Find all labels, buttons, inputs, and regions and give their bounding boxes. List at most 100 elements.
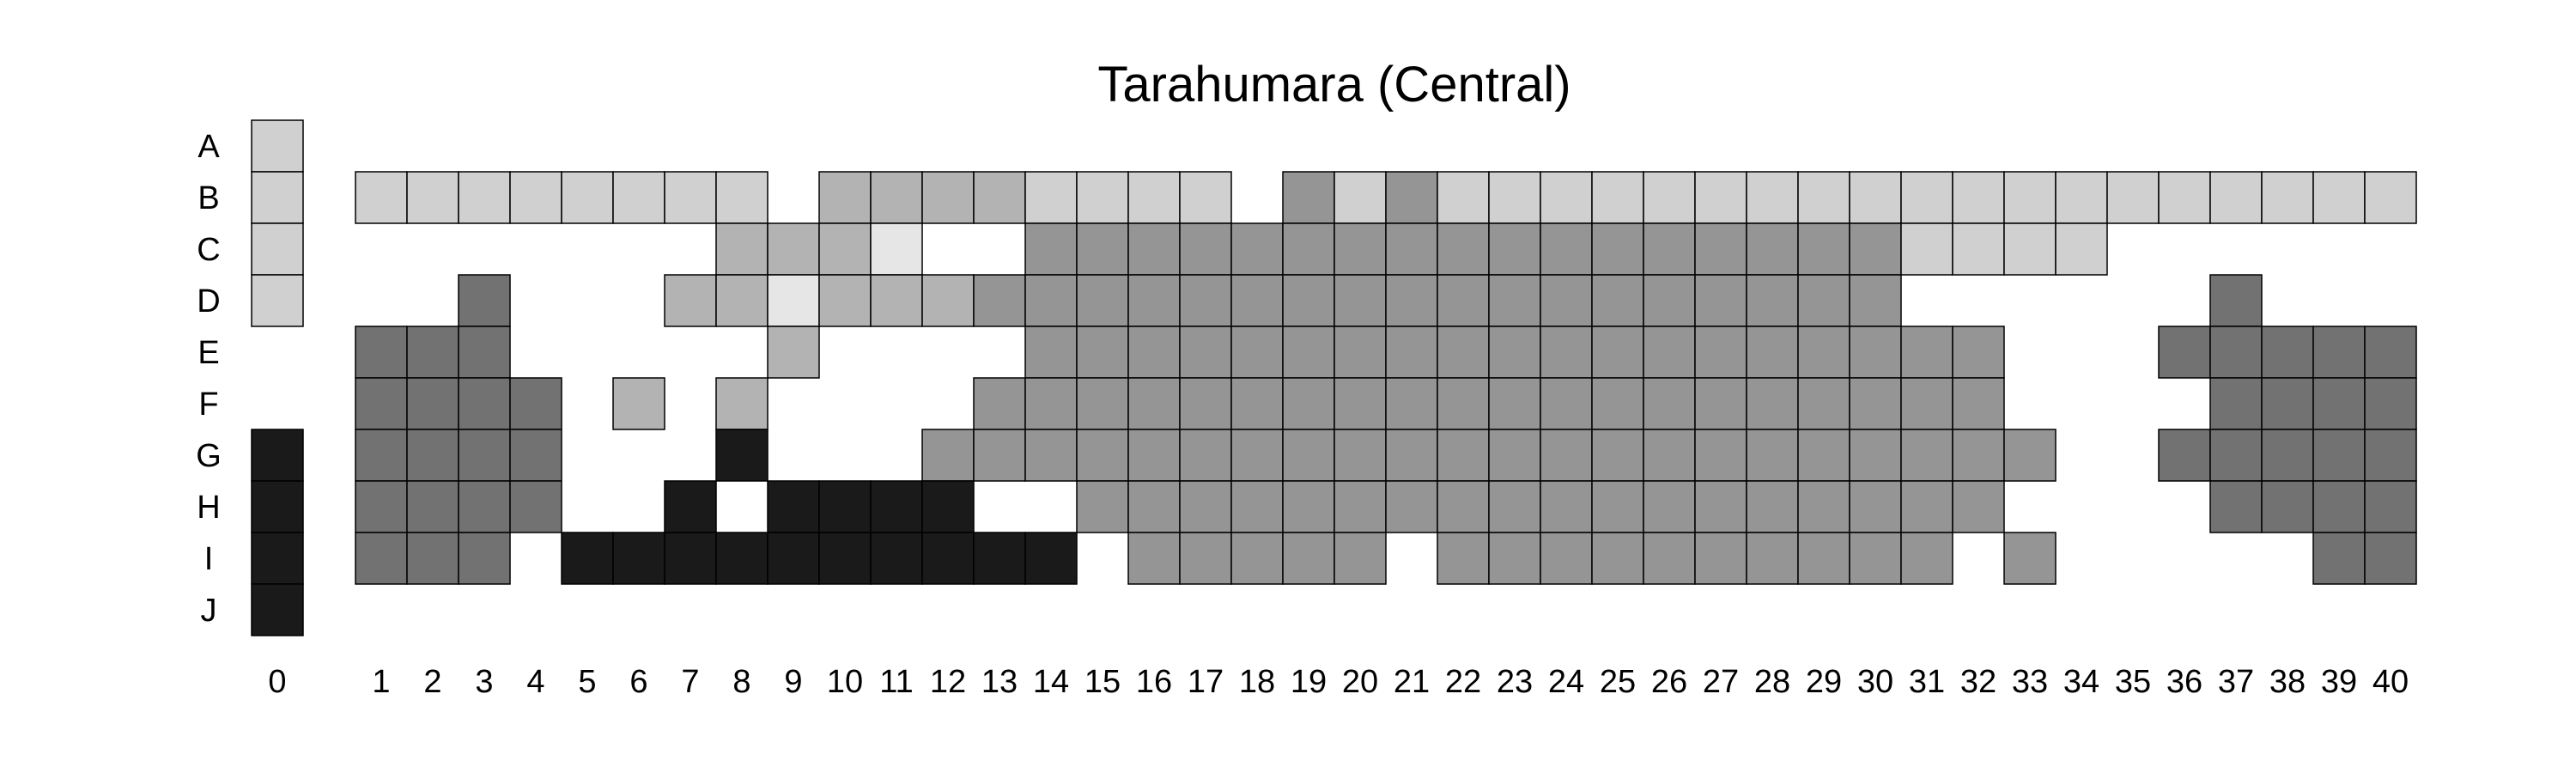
heatmap-cell-C29 [1797, 222, 1850, 276]
heatmap-cell-H20 [1334, 480, 1387, 533]
heatmap-cell-G38 [2261, 429, 2314, 482]
heatmap-cell-D20 [1334, 274, 1387, 327]
column-label-5: 5 [578, 664, 596, 700]
heatmap-cell-J0 [251, 583, 304, 636]
heatmap-cell-G31 [1900, 429, 1953, 482]
heatmap-cell-D11 [870, 274, 923, 327]
heatmap-cell-D9 [767, 274, 820, 327]
column-label-11: 11 [879, 664, 913, 700]
heatmap-cell-I33 [2003, 532, 2057, 585]
heatmap-cell-E1 [355, 326, 408, 379]
heatmap-cell-C19 [1282, 222, 1335, 276]
heatmap-cell-D13 [973, 274, 1026, 327]
heatmap-cell-B4 [509, 171, 562, 224]
heatmap-cell-C23 [1488, 222, 1541, 276]
column-label-40: 40 [2372, 664, 2409, 700]
heatmap-cell-I10 [818, 532, 872, 585]
heatmap-cell-D10 [818, 274, 872, 327]
heatmap-cell-G40 [2364, 429, 2417, 482]
heatmap-cell-B27 [1694, 171, 1747, 224]
heatmap-cell-I11 [870, 532, 923, 585]
heatmap-cell-G32 [1952, 429, 2005, 482]
heatmap-cell-C27 [1694, 222, 1747, 276]
heatmap-cell-H38 [2261, 480, 2314, 533]
heatmap-cell-I40 [2364, 532, 2417, 585]
heatmap-cell-F15 [1076, 377, 1129, 430]
heatmap-cell-B21 [1385, 171, 1438, 224]
row-label-D: D [197, 283, 220, 320]
heatmap-cell-C8 [715, 222, 769, 276]
heatmap-cell-I28 [1746, 532, 1799, 585]
heatmap-cell-E37 [2209, 326, 2263, 379]
heatmap-cell-B23 [1488, 171, 1541, 224]
heatmap-cell-B31 [1900, 171, 1953, 224]
row-label-G: G [196, 438, 222, 474]
heatmap-cell-H19 [1282, 480, 1335, 533]
heatmap-cell-F14 [1024, 377, 1078, 430]
heatmap-cell-B16 [1127, 171, 1181, 224]
heatmap-cell-B25 [1591, 171, 1644, 224]
heatmap-cell-C18 [1230, 222, 1284, 276]
heatmap-cell-D28 [1746, 274, 1799, 327]
heatmap-cell-F24 [1540, 377, 1593, 430]
row-label-E: E [197, 335, 219, 371]
heatmap-cell-I13 [973, 532, 1026, 585]
heatmap-cell-I5 [561, 532, 614, 585]
column-label-15: 15 [1084, 664, 1121, 700]
row-label-C: C [197, 232, 220, 268]
heatmap-cell-F22 [1437, 377, 1490, 430]
heatmap-cell-D16 [1127, 274, 1181, 327]
column-label-19: 19 [1291, 664, 1327, 700]
heatmap-cell-B11 [870, 171, 923, 224]
row-label-A: A [197, 129, 220, 165]
heatmap-cell-B17 [1179, 171, 1232, 224]
heatmap-cell-B37 [2209, 171, 2263, 224]
heatmap-cell-G30 [1849, 429, 1902, 482]
column-label-6: 6 [629, 664, 647, 700]
column-label-28: 28 [1754, 664, 1790, 700]
heatmap-cell-E22 [1437, 326, 1490, 379]
heatmap-cell-F37 [2209, 377, 2263, 430]
heatmap-cell-D25 [1591, 274, 1644, 327]
heatmap-cell-B3 [458, 171, 511, 224]
heatmap-cell-E19 [1282, 326, 1335, 379]
heatmap-cell-B35 [2106, 171, 2160, 224]
heatmap-cell-C30 [1849, 222, 1902, 276]
heatmap-cell-B20 [1334, 171, 1387, 224]
heatmap-cell-C31 [1900, 222, 1953, 276]
column-label-37: 37 [2218, 664, 2254, 700]
heatmap-cell-D29 [1797, 274, 1850, 327]
heatmap-cell-E24 [1540, 326, 1593, 379]
column-label-23: 23 [1497, 664, 1533, 700]
heatmap-cell-H11 [870, 480, 923, 533]
heatmap-cell-G24 [1540, 429, 1593, 482]
heatmap-cell-D24 [1540, 274, 1593, 327]
heatmap-cell-F20 [1334, 377, 1387, 430]
heatmap-cell-B7 [664, 171, 717, 224]
column-label-9: 9 [784, 664, 802, 700]
heatmap-cell-G4 [509, 429, 562, 482]
heatmap-cell-F27 [1694, 377, 1747, 430]
heatmap-cells [251, 119, 2417, 636]
heatmap-cell-I26 [1643, 532, 1696, 585]
heatmap-cell-F16 [1127, 377, 1181, 430]
heatmap-cell-F32 [1952, 377, 2005, 430]
heatmap-cell-B26 [1643, 171, 1696, 224]
column-label-0: 0 [268, 664, 286, 700]
heatmap-cell-E3 [458, 326, 511, 379]
heatmap-cell-F25 [1591, 377, 1644, 430]
column-label-33: 33 [2012, 664, 2048, 700]
column-label-38: 38 [2269, 664, 2306, 700]
heatmap-cell-B13 [973, 171, 1026, 224]
heatmap-cell-I3 [458, 532, 511, 585]
heatmap-cell-E21 [1385, 326, 1438, 379]
heatmap-cell-H1 [355, 480, 408, 533]
heatmap-cell-H2 [406, 480, 459, 533]
heatmap-cell-I18 [1230, 532, 1284, 585]
heatmap-cell-B1 [355, 171, 408, 224]
column-label-26: 26 [1651, 664, 1687, 700]
column-label-16: 16 [1136, 664, 1172, 700]
heatmap-cell-E23 [1488, 326, 1541, 379]
heatmap-cell-I7 [664, 532, 717, 585]
heatmap-cell-B33 [2003, 171, 2057, 224]
